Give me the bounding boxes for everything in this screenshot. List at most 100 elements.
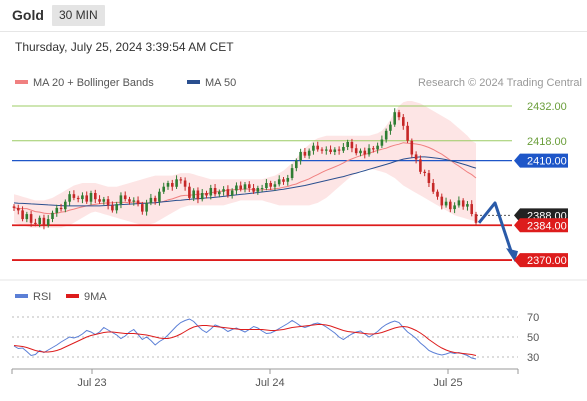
rsi-legend-swatch xyxy=(15,294,28,298)
candle-body-57 xyxy=(256,188,260,192)
legend-label-0: MA 20 + Bollinger Bands xyxy=(33,77,154,89)
candle-body-36 xyxy=(166,183,170,187)
candle-body-103 xyxy=(453,205,456,210)
candle-body-94 xyxy=(414,154,418,160)
candle-body-51 xyxy=(230,190,234,196)
candle-body-77 xyxy=(342,147,345,151)
timeframe-badge[interactable]: 30 MIN xyxy=(52,5,105,26)
candle-body-21 xyxy=(102,199,106,202)
candle-body-6 xyxy=(38,217,41,224)
candle-body-17 xyxy=(85,195,88,202)
candle-body-78 xyxy=(346,142,349,147)
candle-body-12 xyxy=(64,201,67,210)
candle-body-45 xyxy=(205,193,208,196)
candle-body-59 xyxy=(265,183,268,188)
candle-body-75 xyxy=(333,149,337,152)
candle-body-28 xyxy=(132,200,136,202)
candle-body-106 xyxy=(466,204,469,207)
candle-body-22 xyxy=(106,199,110,206)
candle-body-7 xyxy=(42,217,46,226)
candle-body-34 xyxy=(158,191,161,202)
candle-body-55 xyxy=(248,184,251,188)
level-label-2384.00: 2384.00 xyxy=(527,220,567,232)
candle-body-13 xyxy=(68,194,71,202)
candle-body-43 xyxy=(196,190,200,200)
symbol-title: Gold xyxy=(12,7,44,23)
candle-body-14 xyxy=(72,194,76,198)
candle-body-38 xyxy=(175,179,178,187)
candle-body-11 xyxy=(59,207,63,210)
time-axis-label-2: Jul 25 xyxy=(433,377,462,389)
ma50-line xyxy=(13,156,477,207)
candle-body-42 xyxy=(192,190,195,198)
candle-body-52 xyxy=(235,185,238,191)
candle-body-93 xyxy=(410,140,414,155)
copyright-text: Research © 2024 Trading Central xyxy=(418,77,582,89)
candle-body-86 xyxy=(380,139,384,146)
scenario-arrow-line xyxy=(477,201,514,255)
candle-body-61 xyxy=(273,184,277,187)
candle-body-18 xyxy=(89,193,93,202)
rsi-tick-30: 30 xyxy=(527,352,539,364)
candle-body-88 xyxy=(389,124,392,131)
candle-body-35 xyxy=(162,186,165,192)
candle-body-71 xyxy=(316,145,319,150)
candle-body-26 xyxy=(123,195,127,200)
rsi-ma-line xyxy=(13,324,477,356)
legend-label-1: MA 50 xyxy=(205,77,236,89)
candle-body-32 xyxy=(149,197,153,203)
candle-body-53 xyxy=(239,185,242,190)
candle-body-5 xyxy=(34,222,37,224)
candle-body-60 xyxy=(269,183,272,187)
candle-body-46 xyxy=(209,188,213,196)
candle-body-69 xyxy=(307,150,311,156)
level-tag-2384.00 xyxy=(514,218,568,233)
time-axis-label-0: Jul 23 xyxy=(77,377,106,389)
level-label-2410.00: 2410.00 xyxy=(527,156,567,168)
candle-body-82 xyxy=(363,150,367,155)
candle-body-65 xyxy=(290,168,294,178)
candle-body-30 xyxy=(141,204,144,212)
candle-body-96 xyxy=(423,171,426,173)
candle-body-47 xyxy=(213,188,217,195)
legend-swatch-1 xyxy=(187,80,200,84)
candle-body-84 xyxy=(372,148,375,150)
candle-body-92 xyxy=(406,125,409,141)
candle-body-23 xyxy=(111,205,114,211)
scenario-arrow-head xyxy=(506,248,518,263)
candle-body-70 xyxy=(312,145,315,151)
candle-body-49 xyxy=(222,189,225,192)
candle-body-74 xyxy=(329,149,332,152)
candle-body-91 xyxy=(402,117,405,126)
candle-body-104 xyxy=(457,200,461,206)
candle-body-16 xyxy=(81,195,84,200)
time-axis-label-1: Jul 24 xyxy=(255,377,284,389)
candle-body-10 xyxy=(55,207,59,213)
candle-body-83 xyxy=(367,148,371,155)
rsi-line xyxy=(13,318,477,360)
candle-body-8 xyxy=(46,219,50,226)
candle-body-68 xyxy=(303,151,307,156)
candle-body-20 xyxy=(98,199,101,202)
level-tag-2410.00 xyxy=(514,153,568,168)
bollinger-band-area xyxy=(14,101,476,228)
candle-body-63 xyxy=(282,179,285,182)
rsi-legend-label: RSI xyxy=(33,291,51,303)
candle-body-98 xyxy=(431,183,435,192)
candle-body-66 xyxy=(295,160,298,169)
candle-body-58 xyxy=(260,188,264,189)
timestamp: Thursday, July 25, 2024 3:39:54 AM CET xyxy=(15,40,234,54)
candle-body-90 xyxy=(397,112,401,118)
candle-body-62 xyxy=(277,179,281,185)
candle-body-4 xyxy=(29,214,33,223)
candle-body-19 xyxy=(94,193,97,200)
level-tag-2370.00 xyxy=(514,253,568,268)
candle-body-1 xyxy=(17,207,20,211)
candle-body-44 xyxy=(200,193,204,200)
candle-body-81 xyxy=(359,150,362,154)
candle-body-67 xyxy=(299,151,302,161)
candle-body-27 xyxy=(128,199,131,202)
rsi-ma-legend-label: 9MA xyxy=(84,291,107,303)
candle-body-105 xyxy=(461,200,465,207)
